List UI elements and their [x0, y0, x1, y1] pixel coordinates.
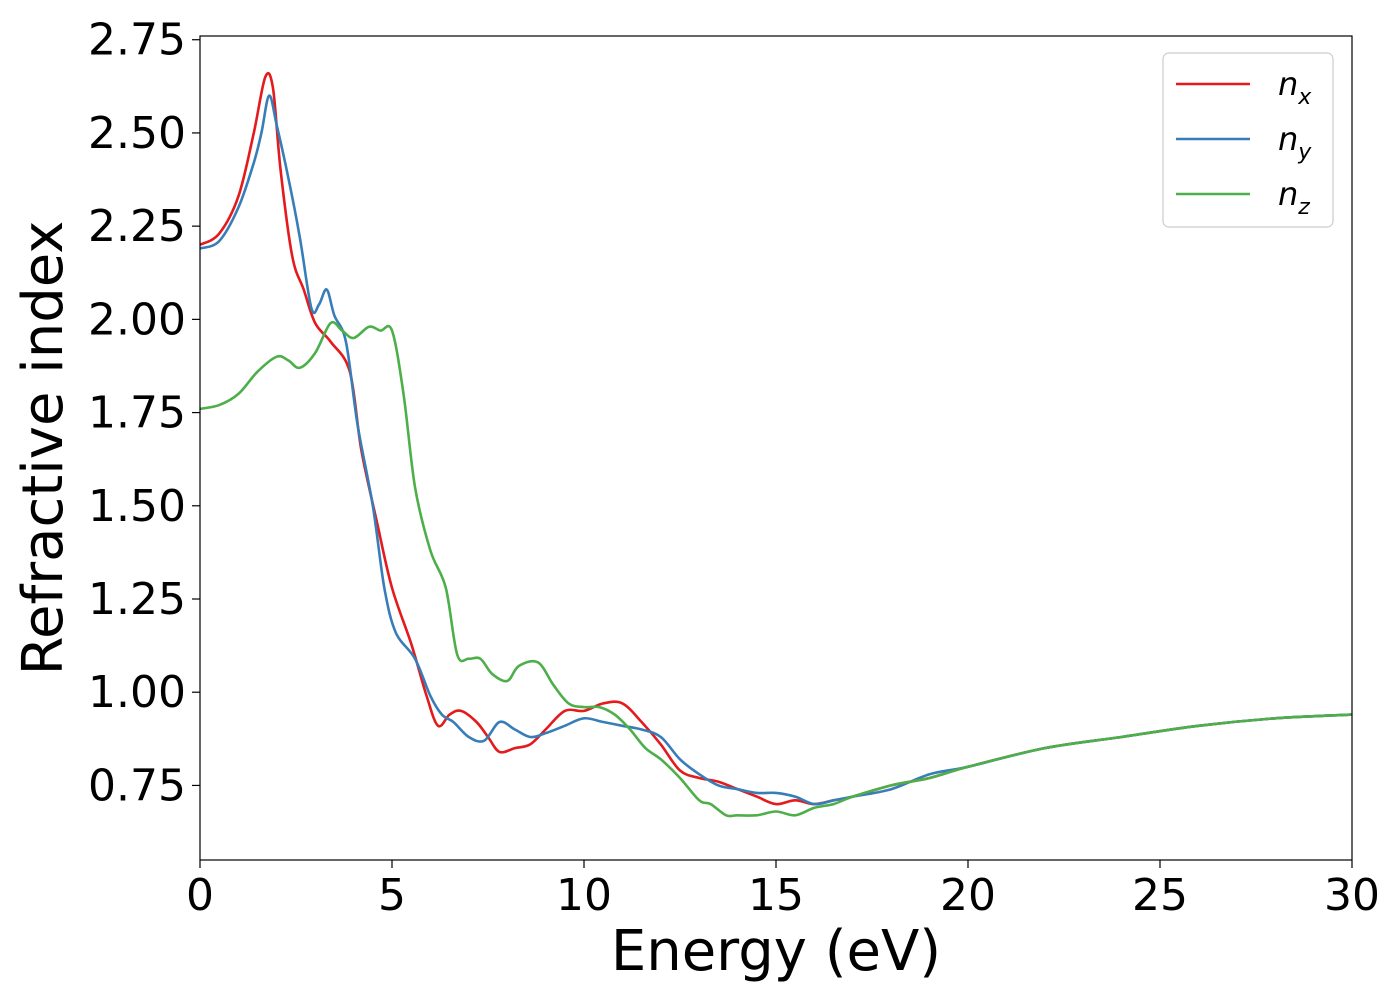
x-tick-label: 30 [1324, 870, 1380, 921]
y-tick-label: 2.50 [88, 108, 186, 159]
x-tick-label: 10 [556, 870, 612, 921]
x-tick-label: 25 [1132, 870, 1188, 921]
x-tick-label: 15 [748, 870, 804, 921]
series-line-nz [200, 320, 1352, 818]
legend-label-nx: nx [1278, 65, 1312, 110]
x-tick-label: 0 [186, 870, 214, 921]
y-tick-label: 1.75 [88, 388, 186, 439]
x-tick-label: 20 [940, 870, 996, 921]
series-layer [200, 71, 1352, 818]
legend: nx ny nz [1162, 52, 1334, 228]
y-tick-label: 2.00 [88, 294, 186, 345]
x-axis: 0 5 10 15 20 25 30 [186, 860, 1380, 921]
y-axis: 0.75 1.00 1.25 1.50 1.75 2.00 2.25 2.50 2.75 [88, 15, 200, 811]
y-tick-label: 2.25 [88, 201, 186, 252]
y-tick-label: 2.75 [88, 15, 186, 66]
legend-label-nz: nz [1278, 175, 1310, 220]
x-axis-title: Energy (eV) [611, 919, 941, 984]
y-tick-label: 1.50 [88, 481, 186, 532]
y-tick-label: 1.25 [88, 574, 186, 625]
y-axis-title: Refractive index [11, 221, 76, 676]
y-tick-label: 0.75 [88, 760, 186, 811]
x-tick-label: 5 [378, 870, 406, 921]
y-tick-label: 1.00 [88, 667, 186, 718]
legend-label-ny: ny [1278, 120, 1312, 165]
